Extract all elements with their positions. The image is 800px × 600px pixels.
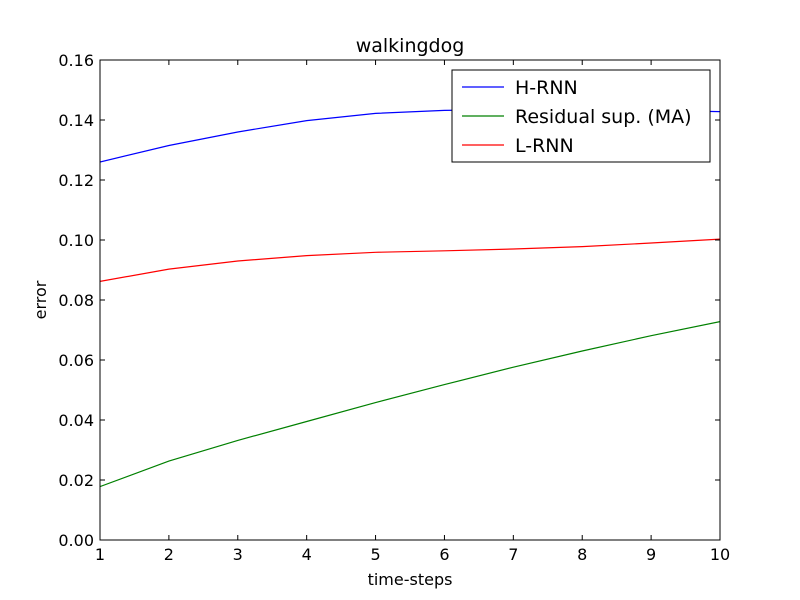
x-tick-label: 7 <box>508 545 518 564</box>
legend-label: Residual sup. (MA) <box>515 106 692 128</box>
y-tick-label: 0.04 <box>58 411 94 430</box>
y-tick-label: 0.08 <box>58 291 94 310</box>
x-tick-label: 6 <box>439 545 449 564</box>
y-tick-label: 0.00 <box>58 531 94 550</box>
legend-label: H-RNN <box>515 77 578 99</box>
y-tick-label: 0.16 <box>58 51 94 70</box>
series-line-residual-sup-ma <box>100 321 720 488</box>
x-axis-label: time-steps <box>368 570 453 589</box>
x-tick-label: 5 <box>370 545 380 564</box>
y-tick-label: 0.12 <box>58 171 94 190</box>
chart-title: walkingdog <box>356 35 465 57</box>
x-tick-label: 3 <box>233 545 243 564</box>
legend: H-RNN Residual sup. (MA) L-RNN <box>451 69 711 163</box>
y-tick-label: 0.06 <box>58 351 94 370</box>
series-line-l-rnn <box>100 238 720 282</box>
series-layer <box>100 108 720 488</box>
y-axis-label: error <box>31 280 50 319</box>
x-tick-label: 10 <box>710 545 730 564</box>
y-tick-label: 0.14 <box>58 111 94 130</box>
x-tick-label: 9 <box>646 545 656 564</box>
y-tick-label: 0.10 <box>58 231 94 250</box>
x-tick-label: 4 <box>302 545 312 564</box>
legend-label: L-RNN <box>515 135 574 157</box>
x-tick-label: 1 <box>95 545 105 564</box>
ticks-layer: 1 2 3 4 5 6 7 8 9 10 0.00 0.02 0.04 0.06 0.08 0.10 0.12 0… <box>58 51 730 564</box>
x-tick-label: 2 <box>164 545 174 564</box>
y-tick-label: 0.02 <box>58 471 94 490</box>
x-tick-label: 8 <box>577 545 587 564</box>
